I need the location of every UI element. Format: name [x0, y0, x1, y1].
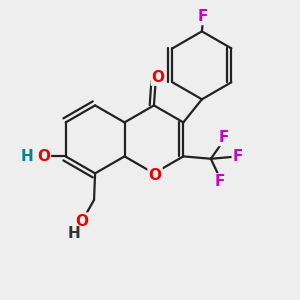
Text: H: H	[68, 226, 80, 241]
Text: O: O	[75, 214, 88, 229]
Text: F: F	[214, 174, 225, 189]
Text: O: O	[152, 70, 165, 85]
Text: F: F	[198, 9, 208, 24]
Text: F: F	[233, 149, 243, 164]
Text: F: F	[219, 130, 229, 145]
Text: H: H	[21, 149, 33, 164]
Text: O: O	[37, 149, 50, 164]
Text: O: O	[148, 168, 161, 183]
